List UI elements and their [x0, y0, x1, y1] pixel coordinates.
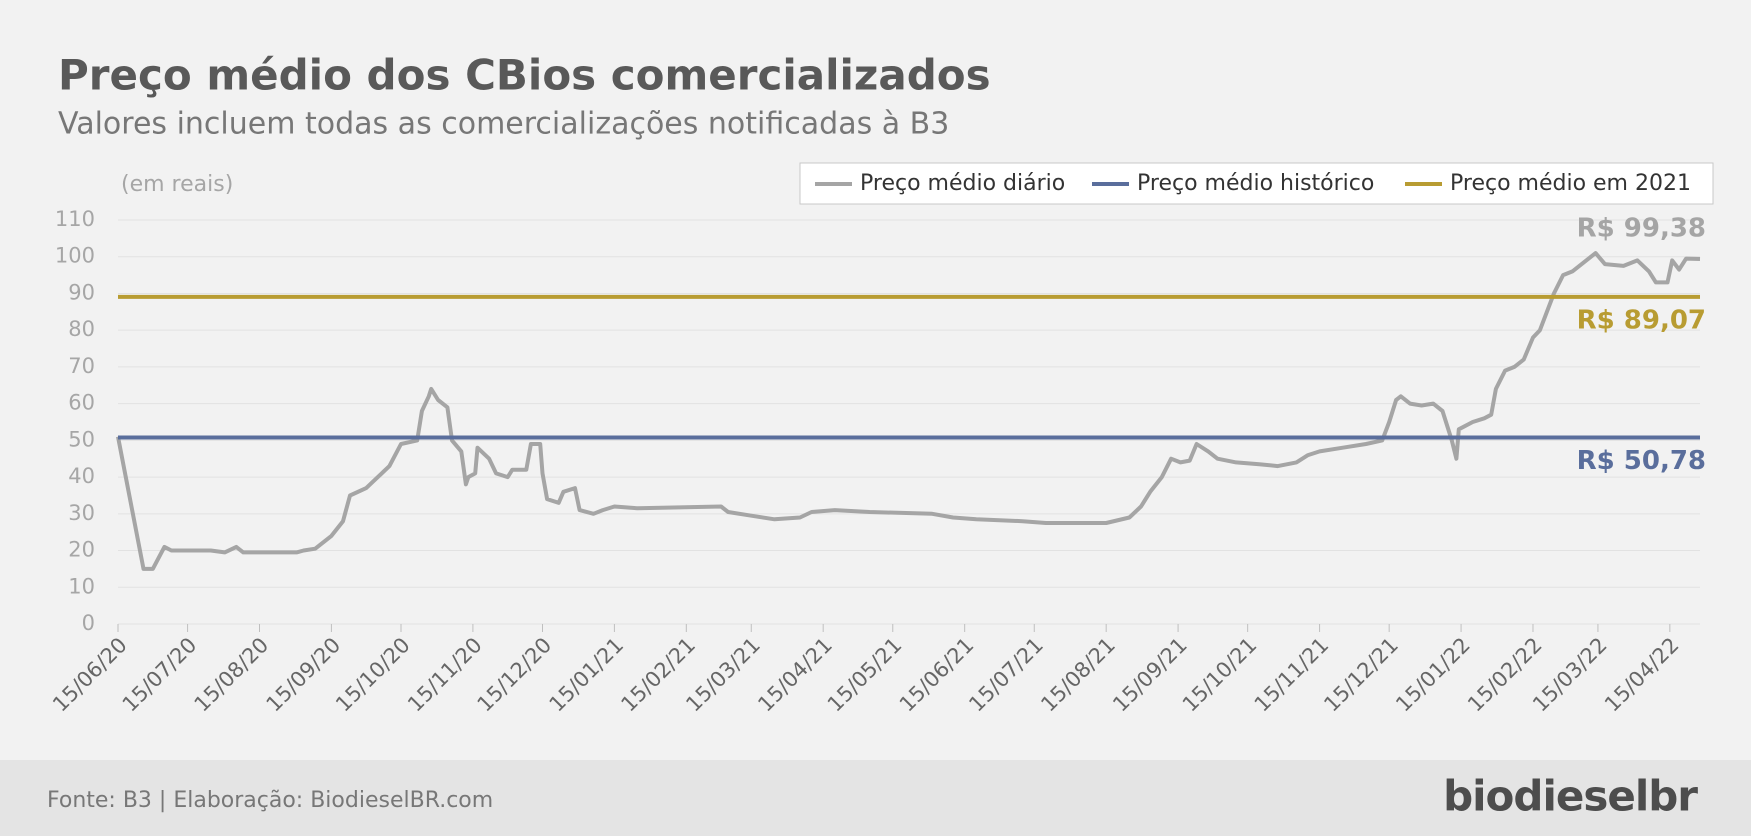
y-tick-label: 0 [82, 611, 95, 635]
chart-subtitle: Valores incluem todas as comercializaçõe… [58, 107, 949, 142]
value-label: R$ 89,07 [1577, 305, 1706, 335]
y-tick-label: 70 [68, 354, 95, 378]
series-line [116, 251, 1701, 571]
y-axis-label: (em reais) [121, 172, 233, 197]
y-tick-label: 30 [68, 501, 95, 525]
logo: biodieselbr [1443, 772, 1698, 821]
y-tick-label: 80 [68, 317, 95, 341]
y-tick-label: 100 [55, 244, 95, 268]
chart-title: Preço médio dos CBios comercializados [58, 51, 991, 100]
background [0, 0, 1751, 760]
y-tick-label: 40 [68, 464, 95, 488]
value-label: R$ 99,38 [1577, 214, 1706, 244]
y-tick-label: 20 [68, 538, 95, 562]
legend-box [799, 162, 1714, 205]
y-tick-label: 50 [68, 427, 95, 451]
y-tick-label: 60 [68, 391, 95, 415]
y-tick-label: 90 [68, 280, 95, 304]
legend-label: Preço médio em 2021 [1450, 171, 1691, 196]
legend-label: Preço médio histórico [1137, 171, 1374, 196]
y-tick-label: 10 [68, 574, 95, 598]
value-label: R$ 50,78 [1577, 446, 1706, 476]
y-tick-label: 110 [55, 207, 95, 231]
footer-band [0, 760, 1751, 836]
legend-label: Preço médio diário [860, 171, 1065, 196]
source-note: Fonte: B3 | Elaboração: BiodieselBR.com [47, 788, 493, 813]
